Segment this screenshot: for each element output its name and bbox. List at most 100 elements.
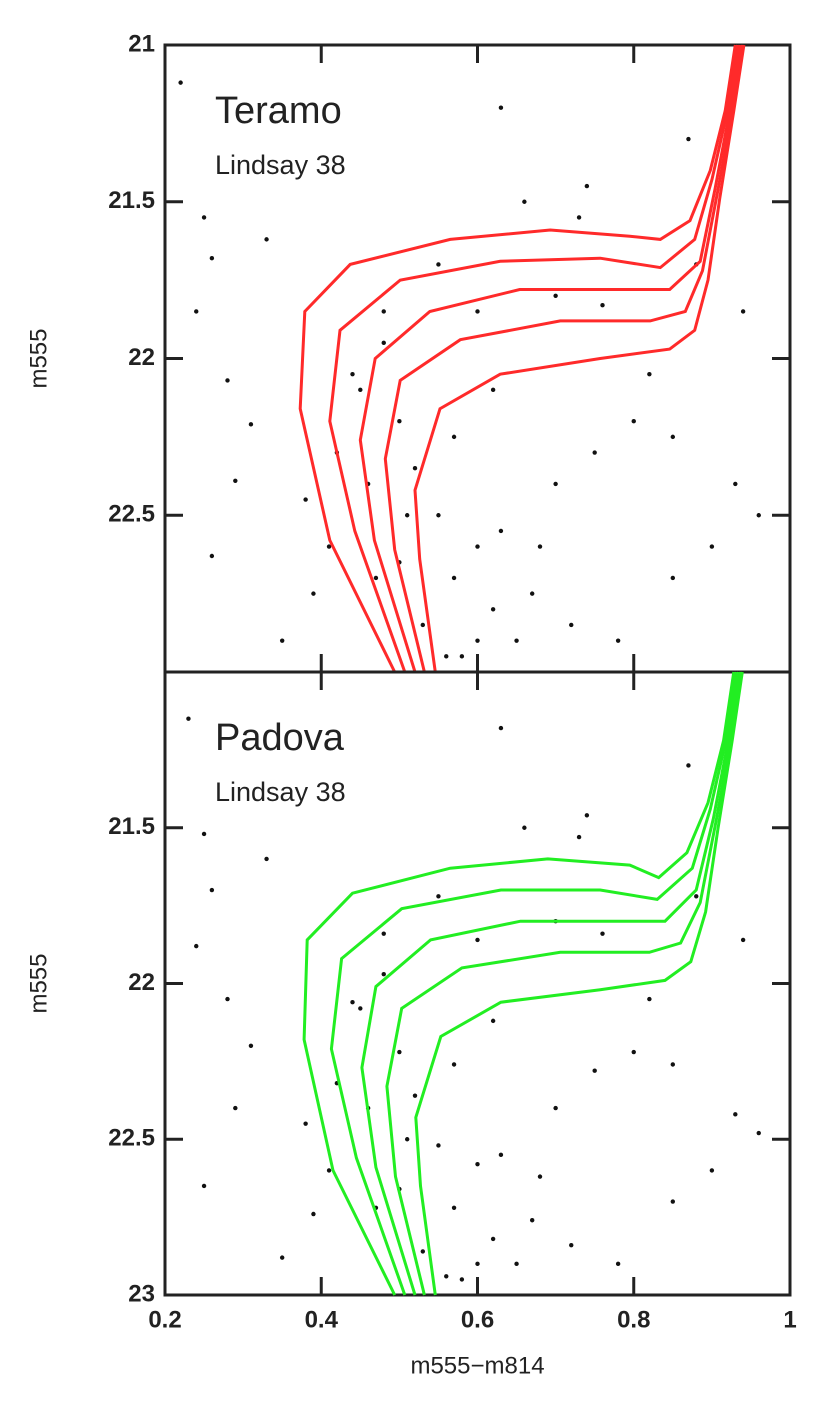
star	[209, 887, 215, 893]
star	[733, 481, 738, 487]
star	[451, 575, 457, 581]
star	[647, 996, 652, 1002]
annotation-title: Teramo	[215, 90, 342, 132]
star	[694, 894, 699, 899]
star	[233, 478, 238, 483]
star	[553, 293, 558, 298]
star	[584, 183, 590, 189]
star	[631, 419, 636, 424]
annotation-subtitle: Lindsay 38	[215, 777, 346, 807]
star	[350, 999, 355, 1005]
star	[576, 215, 582, 220]
star	[233, 1105, 238, 1111]
star	[490, 1236, 496, 1242]
star	[381, 931, 386, 936]
star	[647, 371, 652, 377]
star	[436, 262, 441, 267]
star	[178, 80, 183, 85]
star	[709, 1168, 715, 1173]
star	[303, 497, 308, 502]
star	[670, 575, 676, 581]
star	[420, 1249, 426, 1254]
star	[686, 136, 691, 142]
star	[326, 1168, 332, 1173]
star	[514, 638, 519, 643]
star	[670, 434, 676, 440]
star	[381, 309, 386, 314]
y-tick-label: 21.5	[108, 813, 155, 840]
star	[615, 638, 621, 643]
star	[451, 434, 457, 440]
star	[686, 763, 691, 768]
star	[615, 1261, 621, 1267]
star	[248, 1043, 254, 1049]
star	[264, 856, 269, 862]
star	[490, 387, 496, 393]
star	[498, 105, 504, 110]
star	[412, 466, 418, 471]
star	[475, 544, 480, 549]
star	[451, 1062, 457, 1067]
star	[537, 1174, 543, 1179]
star	[553, 481, 558, 487]
star	[381, 340, 386, 346]
star	[584, 813, 590, 818]
star	[459, 1277, 465, 1282]
star	[498, 725, 504, 731]
star	[475, 937, 480, 943]
isochrone	[302, 671, 736, 1296]
isochrone	[385, 671, 743, 1296]
star	[311, 591, 316, 596]
isochrone	[298, 44, 737, 673]
star	[201, 215, 207, 220]
star	[201, 831, 207, 837]
star	[404, 513, 410, 518]
star	[404, 1137, 410, 1142]
x-tick-label: 1	[783, 1306, 796, 1333]
star	[569, 622, 574, 628]
star	[498, 528, 504, 534]
star	[459, 654, 465, 659]
star	[326, 544, 332, 549]
star	[756, 513, 761, 518]
y-tick-label: 22	[128, 344, 155, 371]
star	[709, 544, 715, 549]
star	[514, 1261, 519, 1267]
star	[522, 825, 527, 830]
star	[631, 1049, 636, 1055]
isochrone	[329, 671, 738, 1296]
star	[475, 1161, 480, 1167]
isochrone	[383, 44, 744, 673]
y-axis-label: m555	[25, 328, 52, 388]
isochrone	[360, 671, 740, 1296]
star	[670, 1062, 676, 1067]
x-tick-label: 0.2	[148, 1306, 181, 1333]
star	[498, 1152, 504, 1158]
star	[358, 1006, 363, 1011]
star	[740, 937, 746, 943]
star	[420, 622, 426, 628]
star	[373, 575, 379, 581]
star	[475, 638, 480, 643]
plot-frame	[163, 43, 792, 674]
star	[733, 1112, 738, 1117]
x-tick-label: 0.4	[305, 1306, 339, 1333]
isochrone	[328, 44, 740, 673]
y-tick-label: 23	[128, 1280, 155, 1307]
plot-frame	[163, 670, 792, 1297]
star	[475, 1261, 480, 1267]
star	[311, 1211, 316, 1217]
star	[303, 1121, 308, 1126]
star	[194, 309, 199, 314]
star	[194, 943, 199, 949]
star	[490, 607, 496, 612]
y-axis-label: m555	[25, 953, 52, 1013]
x-tick-label: 0.6	[461, 1306, 494, 1333]
star	[381, 971, 386, 977]
star	[529, 1218, 535, 1223]
star	[412, 1093, 418, 1098]
star	[592, 450, 597, 455]
x-tick-label: 0.8	[617, 1306, 650, 1333]
y-tick-label: 21	[128, 30, 155, 57]
